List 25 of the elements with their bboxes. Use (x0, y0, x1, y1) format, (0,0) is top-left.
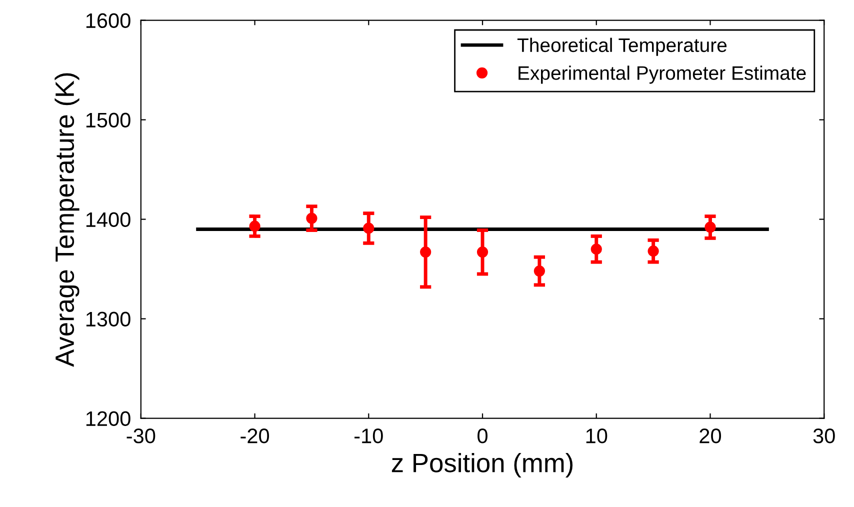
y-tick-label: 1600 (86, 13, 130, 28)
legend-label: Theoretical Temperature (517, 38, 727, 56)
x-tick-label: 20 (700, 428, 722, 444)
y-tick-label: 1200 (86, 411, 130, 426)
point (306, 212, 318, 224)
x-tick-label: -10 (354, 428, 383, 444)
point (363, 222, 374, 234)
point (534, 265, 545, 277)
point (476, 246, 488, 258)
point (249, 220, 260, 232)
point (420, 246, 432, 258)
x-tick-label: 10 (586, 428, 608, 444)
point (590, 244, 602, 255)
y-tick-label: 1400 (86, 212, 130, 228)
x-tick-label: 30 (813, 428, 835, 444)
point (704, 222, 716, 233)
x-tick-label: 0 (478, 428, 488, 444)
y-tick-label: 1500 (86, 112, 130, 128)
x-tick-label: -20 (240, 428, 270, 444)
y-tick-label: 1300 (86, 312, 130, 327)
point (648, 246, 659, 257)
legend-label: Experimental Pyrometer Estimate (518, 66, 806, 84)
y-axis-title: Average Temperature (K) (54, 73, 80, 367)
x-axis-title: z Position (mm) (392, 452, 573, 478)
x-tick-label: -30 (126, 428, 156, 444)
